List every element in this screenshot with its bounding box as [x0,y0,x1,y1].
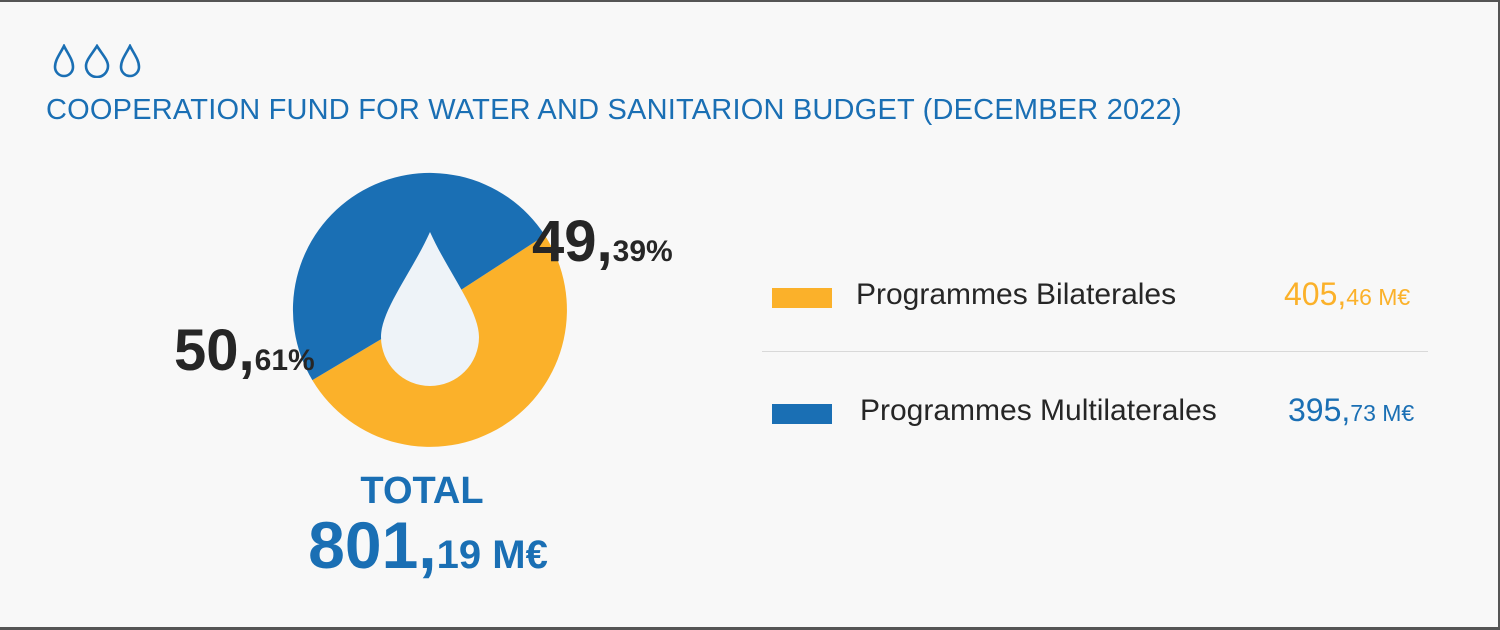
legend-divider [762,351,1428,352]
legend-value-main: 405, [1284,276,1347,312]
legend-value-small: 73 M€ [1350,400,1415,426]
water-drop-icon [84,44,110,78]
legend-value: 395,73 M€ [1288,392,1414,429]
pct-label-multilateral: 49,39% [532,213,673,271]
legend-swatch [772,288,832,308]
legend-item-multilateral [772,392,832,436]
pct-small: 61% [254,344,315,377]
chart-title: COOPERATION FUND FOR WATER AND SANITARIO… [46,94,1182,126]
total-label: TOTAL [360,470,484,512]
legend-label: Programmes Bilaterales [856,278,1177,311]
legend-value-small: 46 M€ [1346,284,1411,310]
legend-value-main: 395, [1288,392,1351,428]
legend-swatch [772,404,832,424]
pct-small: 39% [612,235,673,268]
total-main: 801, [308,508,437,582]
pct-main: 50, [174,318,255,383]
center-water-drop [381,232,479,386]
pct-label-bilateral: 50,61% [174,322,315,380]
legend-item-bilateral [772,276,832,320]
total-value: 801,19 M€ [250,507,606,583]
water-drop-icon [53,44,75,78]
legend-label: Programmes Multilaterales [860,394,1217,427]
water-drop-icon [119,44,141,78]
total-small: 19 M€ [436,533,548,577]
header-drops [52,44,142,78]
legend-value: 405,46 M€ [1284,276,1410,313]
pct-main: 49, [532,209,613,274]
